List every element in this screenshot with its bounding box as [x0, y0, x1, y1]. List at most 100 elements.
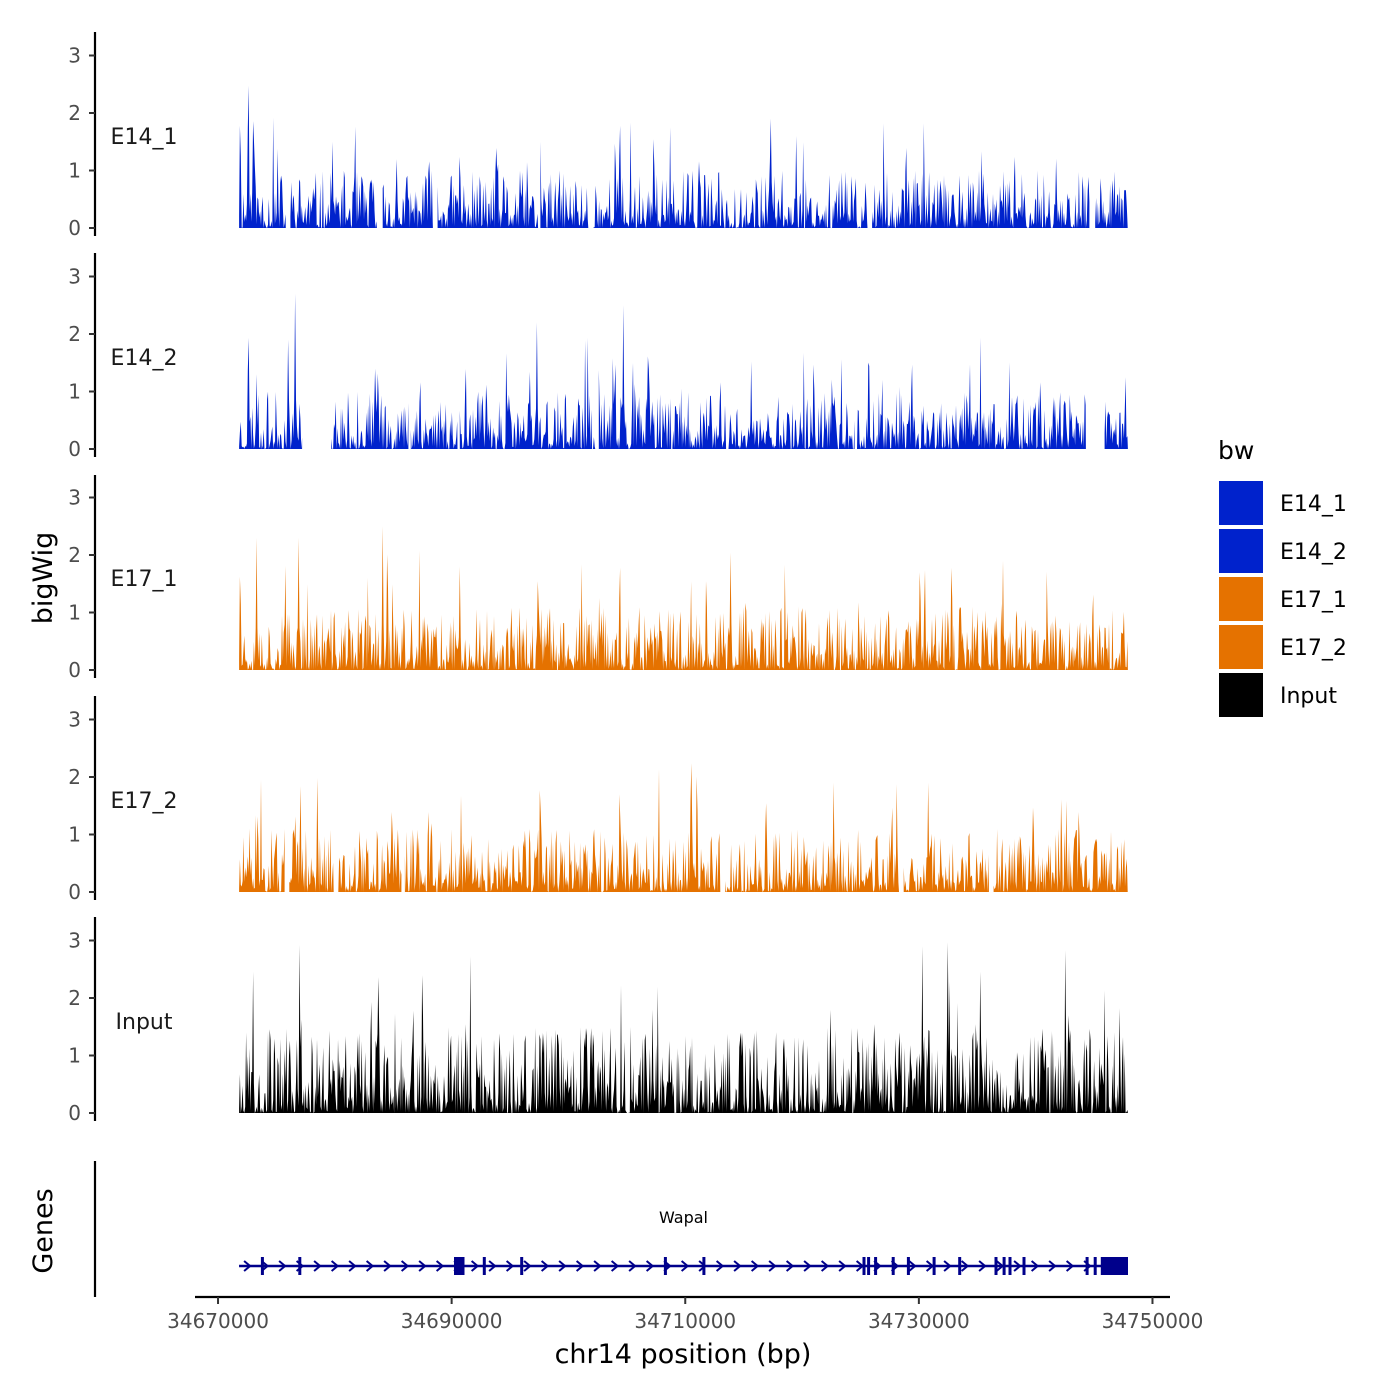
- signal-area-E14_2: [728, 352, 855, 449]
- signal-area-E14_2: [459, 322, 596, 449]
- strand-arrow-icon: [680, 1260, 690, 1272]
- strand-arrow-icon: [715, 1260, 725, 1272]
- strand-arrow-icon: [750, 1260, 760, 1272]
- strand-arrow-icon: [733, 1260, 742, 1272]
- strand-arrow-icon: [330, 1260, 340, 1272]
- tracks-layer: 0 1 2 3 E14_1 0 1 2 3 E14_2 0 1 2 3 E17_1 0 1 2 3 E17_2 0 1 2 3…: [68, 32, 1128, 1125]
- strand-arrow-icon: [400, 1260, 410, 1272]
- signal-area-E14_1: [1095, 171, 1128, 228]
- y-tick-label: 3: [68, 486, 81, 510]
- signal-area-E14_2: [410, 382, 458, 449]
- signal-area-E14_2: [857, 337, 1086, 449]
- signal-area-E14_1: [239, 85, 286, 228]
- x-tick-label: 34730000: [868, 1309, 970, 1333]
- signal-area-E14_2: [1104, 377, 1128, 449]
- strand-arrow-icon: [978, 1260, 987, 1272]
- signal-area-E14_1: [290, 126, 377, 228]
- y-tick-label: 3: [68, 929, 81, 953]
- gene-exon: [891, 1257, 895, 1275]
- strand-arrow-icon: [575, 1260, 585, 1272]
- x-tick-label: 34750000: [1102, 1309, 1204, 1333]
- signal-area-E17_1: [239, 526, 1128, 670]
- strand-arrow-icon: [540, 1260, 550, 1272]
- strand-arrow-icon: [278, 1260, 287, 1272]
- gene-exon: [298, 1257, 302, 1275]
- y-tick-label: 1: [68, 1044, 81, 1068]
- track-panel-E17_2: 0 1 2 3 E17_2: [68, 696, 1128, 904]
- gene-exon: [1022, 1257, 1026, 1275]
- signal-area-E14_1: [382, 159, 433, 228]
- gene-exon: [1008, 1257, 1012, 1275]
- strand-arrow-icon: [523, 1260, 532, 1272]
- track-panel-E14_1: 0 1 2 3 E14_1: [68, 32, 1128, 240]
- track-label: E14_1: [111, 125, 178, 150]
- signal-area-E14_1: [540, 141, 589, 228]
- signal-area-E14_1: [437, 148, 539, 228]
- track-label: E17_2: [111, 789, 178, 814]
- signal-area-E14_2: [672, 382, 727, 449]
- gene-exon: [867, 1257, 871, 1275]
- gene-exon-large: [454, 1257, 465, 1275]
- strand-arrow-icon: [488, 1260, 497, 1272]
- gene-exon: [663, 1257, 667, 1275]
- track-panel-E14_2: 0 1 2 3 E14_2: [68, 253, 1128, 461]
- gene-exon-large: [1101, 1257, 1128, 1275]
- y-tick-label: 0: [68, 1101, 81, 1125]
- strand-arrow-icon: [960, 1260, 970, 1272]
- gene-exon: [1085, 1257, 1089, 1275]
- legend-swatch: [1219, 625, 1263, 669]
- strand-arrow-icon: [628, 1260, 637, 1272]
- signal-area-E17_2: [239, 779, 285, 892]
- gene-exon: [482, 1257, 486, 1275]
- signal-area-E14_2: [239, 293, 303, 449]
- legend-swatch: [1219, 481, 1263, 525]
- y-tick-label: 3: [68, 708, 81, 732]
- strand-arrow-icon: [908, 1260, 917, 1272]
- y-axis-title: bigWig: [28, 532, 59, 625]
- signal-area-E14_2: [598, 305, 672, 449]
- y-tick-label: 0: [68, 880, 81, 904]
- strand-arrow-icon: [383, 1260, 392, 1272]
- legend-item-E17_2: E17_2: [1219, 625, 1347, 669]
- gene-exon: [958, 1257, 962, 1275]
- gene-name-label: Wapal: [659, 1208, 708, 1227]
- y-tick-label: 0: [68, 437, 81, 461]
- genes-panel-title: Genes: [28, 1188, 59, 1273]
- strand-arrow-icon: [943, 1260, 952, 1272]
- strand-arrow-icon: [803, 1260, 812, 1272]
- gene-exon: [1002, 1257, 1006, 1275]
- strand-arrow-icon: [1065, 1260, 1075, 1272]
- legend-item-Input: Input: [1219, 673, 1337, 717]
- signal-area-E14_2: [331, 368, 409, 449]
- gene-exon: [932, 1257, 936, 1275]
- track-panel-E17_1: 0 1 2 3 E17_1: [68, 475, 1128, 682]
- y-tick-label: 3: [68, 44, 81, 68]
- y-tick-label: 0: [68, 658, 81, 682]
- strand-arrow-icon: [365, 1260, 375, 1272]
- gene-exon: [862, 1257, 866, 1275]
- signal-area-E17_2: [338, 812, 402, 892]
- gene-exon: [994, 1257, 998, 1275]
- legend-label: E14_2: [1280, 540, 1347, 565]
- gene-exon: [702, 1257, 706, 1275]
- y-tick-label: 2: [68, 101, 81, 125]
- strand-arrow-icon: [785, 1260, 795, 1272]
- legend-label: E17_2: [1280, 636, 1347, 661]
- gene-exon: [520, 1257, 524, 1275]
- y-tick-label: 1: [68, 601, 81, 625]
- signal-area-E17_2: [903, 782, 989, 892]
- signal-area-E17_2: [993, 799, 1128, 892]
- x-tick-label: 34670000: [167, 1309, 269, 1333]
- gene-exon: [260, 1257, 264, 1275]
- x-axis-title: chr14 position (bp): [555, 1339, 812, 1370]
- x-tick-label: 34690000: [401, 1309, 503, 1333]
- legend-item-E14_2: E14_2: [1219, 529, 1347, 573]
- strand-arrow-icon: [313, 1260, 322, 1272]
- track-label: E17_1: [111, 567, 178, 592]
- strand-arrow-icon: [1030, 1260, 1040, 1272]
- legend-swatch: [1219, 577, 1263, 621]
- strand-arrow-icon: [243, 1260, 252, 1272]
- strand-arrow-icon: [1048, 1260, 1057, 1272]
- y-tick-label: 2: [68, 322, 81, 346]
